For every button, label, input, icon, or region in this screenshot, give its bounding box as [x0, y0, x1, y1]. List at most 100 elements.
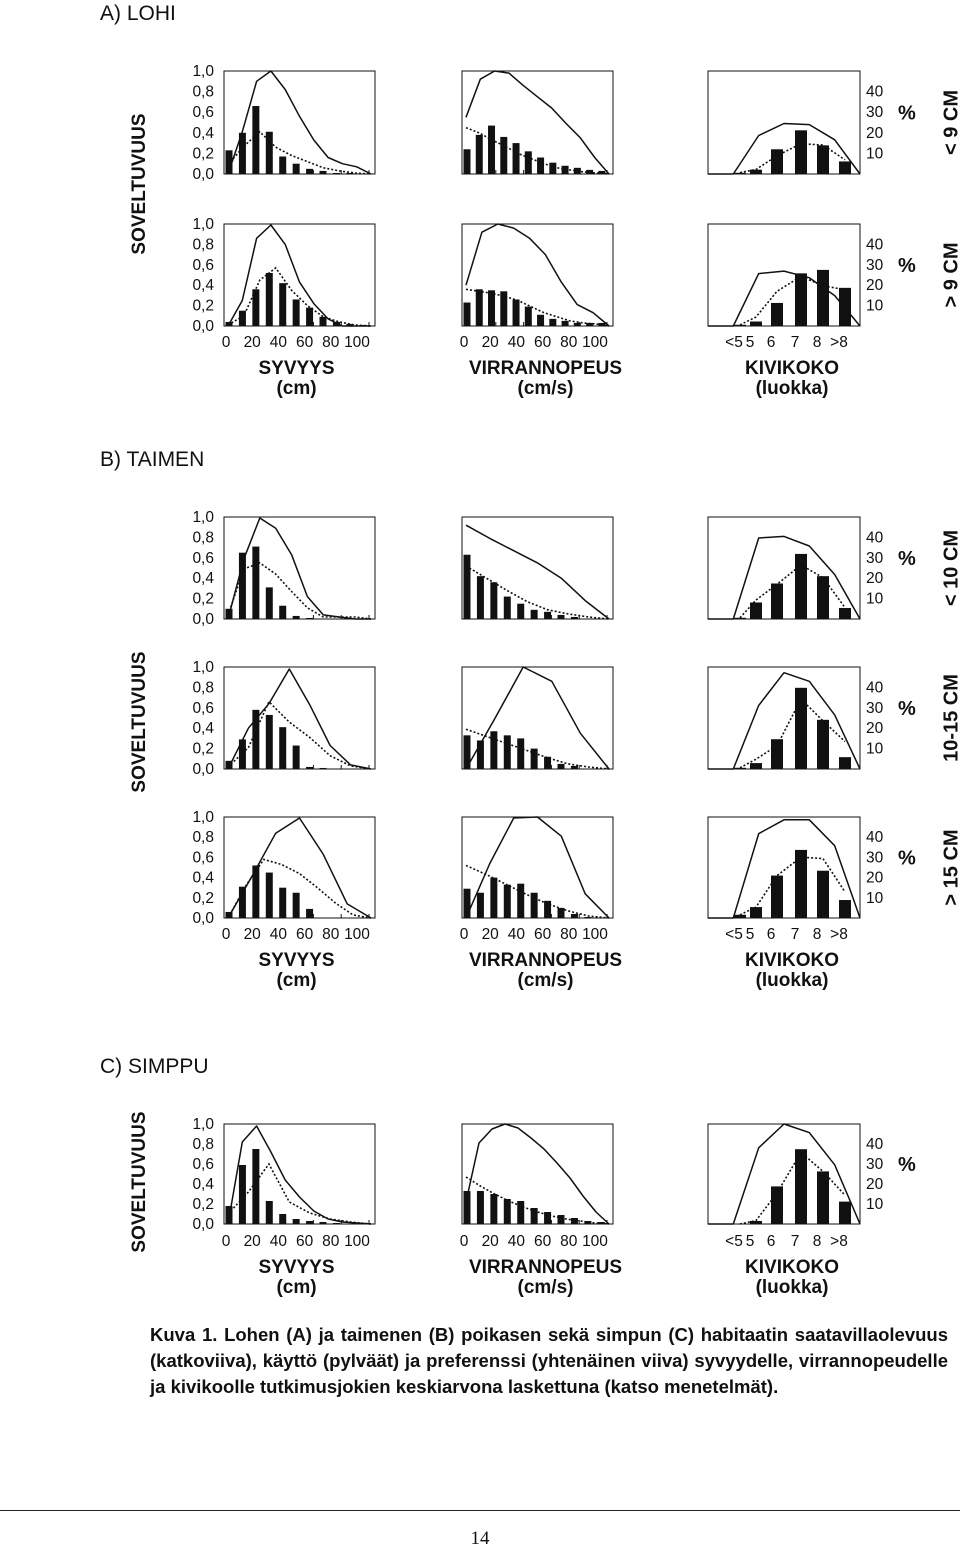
x-tick-label: 8 [813, 926, 822, 943]
bar [570, 765, 578, 769]
y-tick-label: 0,4 [192, 1176, 214, 1193]
bar [557, 614, 565, 619]
bar [839, 161, 851, 174]
plot-frame [223, 1123, 376, 1225]
x-tick-label: 7 [791, 926, 800, 943]
y-tick-label: 0,8 [192, 1136, 214, 1153]
bar [279, 605, 287, 619]
x-tick-label: 5 [746, 334, 755, 351]
y-tick-label: 1,0 [192, 509, 214, 526]
y-tick-label: 0,8 [192, 236, 214, 253]
bar [517, 883, 525, 918]
availability-line [227, 1162, 372, 1225]
bar [490, 582, 498, 619]
x-tick-label: 20 [482, 334, 500, 351]
x-axis-unit: (cm/s) [518, 378, 574, 399]
bar [265, 131, 273, 174]
x-tick-label: 0 [460, 926, 469, 943]
x-tick-label: >8 [830, 334, 848, 351]
x-tick-label: 60 [296, 1233, 314, 1250]
y-tick-label: 0,6 [192, 849, 214, 866]
bar [817, 719, 829, 769]
bar [795, 687, 807, 769]
right-y-tick-label: 20 [866, 570, 884, 587]
y-tick-label: 1,0 [192, 659, 214, 676]
bar [476, 576, 484, 619]
size-class-label: < 9 CM [940, 90, 960, 155]
bar [238, 132, 246, 174]
bar [795, 849, 807, 918]
preference-line [465, 223, 610, 327]
bar [557, 907, 565, 918]
preference-line [708, 535, 861, 620]
bar [817, 145, 829, 174]
x-tick-label: 100 [582, 926, 608, 943]
plot-frame [707, 666, 861, 770]
y-tick-label: 0,2 [192, 741, 214, 758]
bar [463, 554, 471, 619]
preference-line [465, 70, 610, 175]
x-tick-label: 20 [482, 926, 500, 943]
bar [530, 748, 538, 769]
x-axis-title: VIRRANNOPEUS [469, 950, 622, 971]
availability-line [739, 275, 846, 326]
x-tick-label: 6 [767, 926, 776, 943]
y-tick-label: 0,0 [192, 910, 214, 927]
bar [490, 1194, 498, 1224]
x-axis-title: SYVYYS [258, 358, 334, 379]
preference-line [227, 224, 371, 327]
bar [238, 1165, 246, 1224]
bar [512, 143, 520, 174]
preference-line [227, 668, 372, 770]
bar [839, 1201, 851, 1224]
y-tick-label: 0,6 [192, 257, 214, 274]
bar [734, 172, 746, 174]
x-tick-label: 80 [322, 1233, 340, 1250]
right-y-tick-label: 30 [866, 550, 884, 567]
bar [463, 149, 471, 174]
bar [346, 172, 354, 174]
bar [292, 163, 300, 174]
x-tick-label: 0 [460, 334, 469, 351]
bar [750, 321, 762, 326]
right-y-tick-label: 20 [866, 720, 884, 737]
y-tick-label: 0,2 [192, 145, 214, 162]
x-axis-unit: (cm) [276, 1277, 316, 1298]
y-tick-label: 0,6 [192, 104, 214, 121]
bar [570, 616, 578, 619]
bar [476, 892, 484, 918]
bar [795, 553, 807, 619]
bar [252, 289, 260, 326]
y-tick-label: 0,4 [192, 125, 214, 142]
bar [537, 314, 545, 326]
bar [252, 106, 260, 174]
right-y-tick-label: 30 [866, 849, 884, 866]
bar [503, 1199, 511, 1224]
plot-frame [707, 816, 861, 919]
bar [319, 316, 327, 326]
bar [549, 318, 557, 326]
bar [476, 740, 484, 769]
preference-line [708, 671, 861, 770]
bar [476, 1191, 484, 1224]
preference-line [465, 666, 610, 770]
availability-line [227, 562, 372, 620]
x-tick-label: 8 [813, 334, 822, 351]
preference-line [708, 270, 861, 327]
y-axis-title: SOVELTUVUUS [129, 113, 150, 254]
y-tick-label: 0,4 [192, 277, 214, 294]
bar [225, 760, 233, 769]
bar [463, 888, 471, 918]
right-y-tick-label: 30 [866, 700, 884, 717]
percent-unit: % [898, 548, 916, 570]
availability-line [739, 1151, 846, 1225]
bar [817, 576, 829, 619]
plot-frame [707, 70, 861, 175]
plot-frame [707, 223, 861, 327]
x-tick-label: <5 [725, 926, 743, 943]
bar [750, 169, 762, 174]
availability-line [739, 563, 846, 619]
bar [279, 1214, 287, 1224]
y-tick-label: 0,4 [192, 870, 214, 887]
y-tick-label: 0,6 [192, 1156, 214, 1173]
